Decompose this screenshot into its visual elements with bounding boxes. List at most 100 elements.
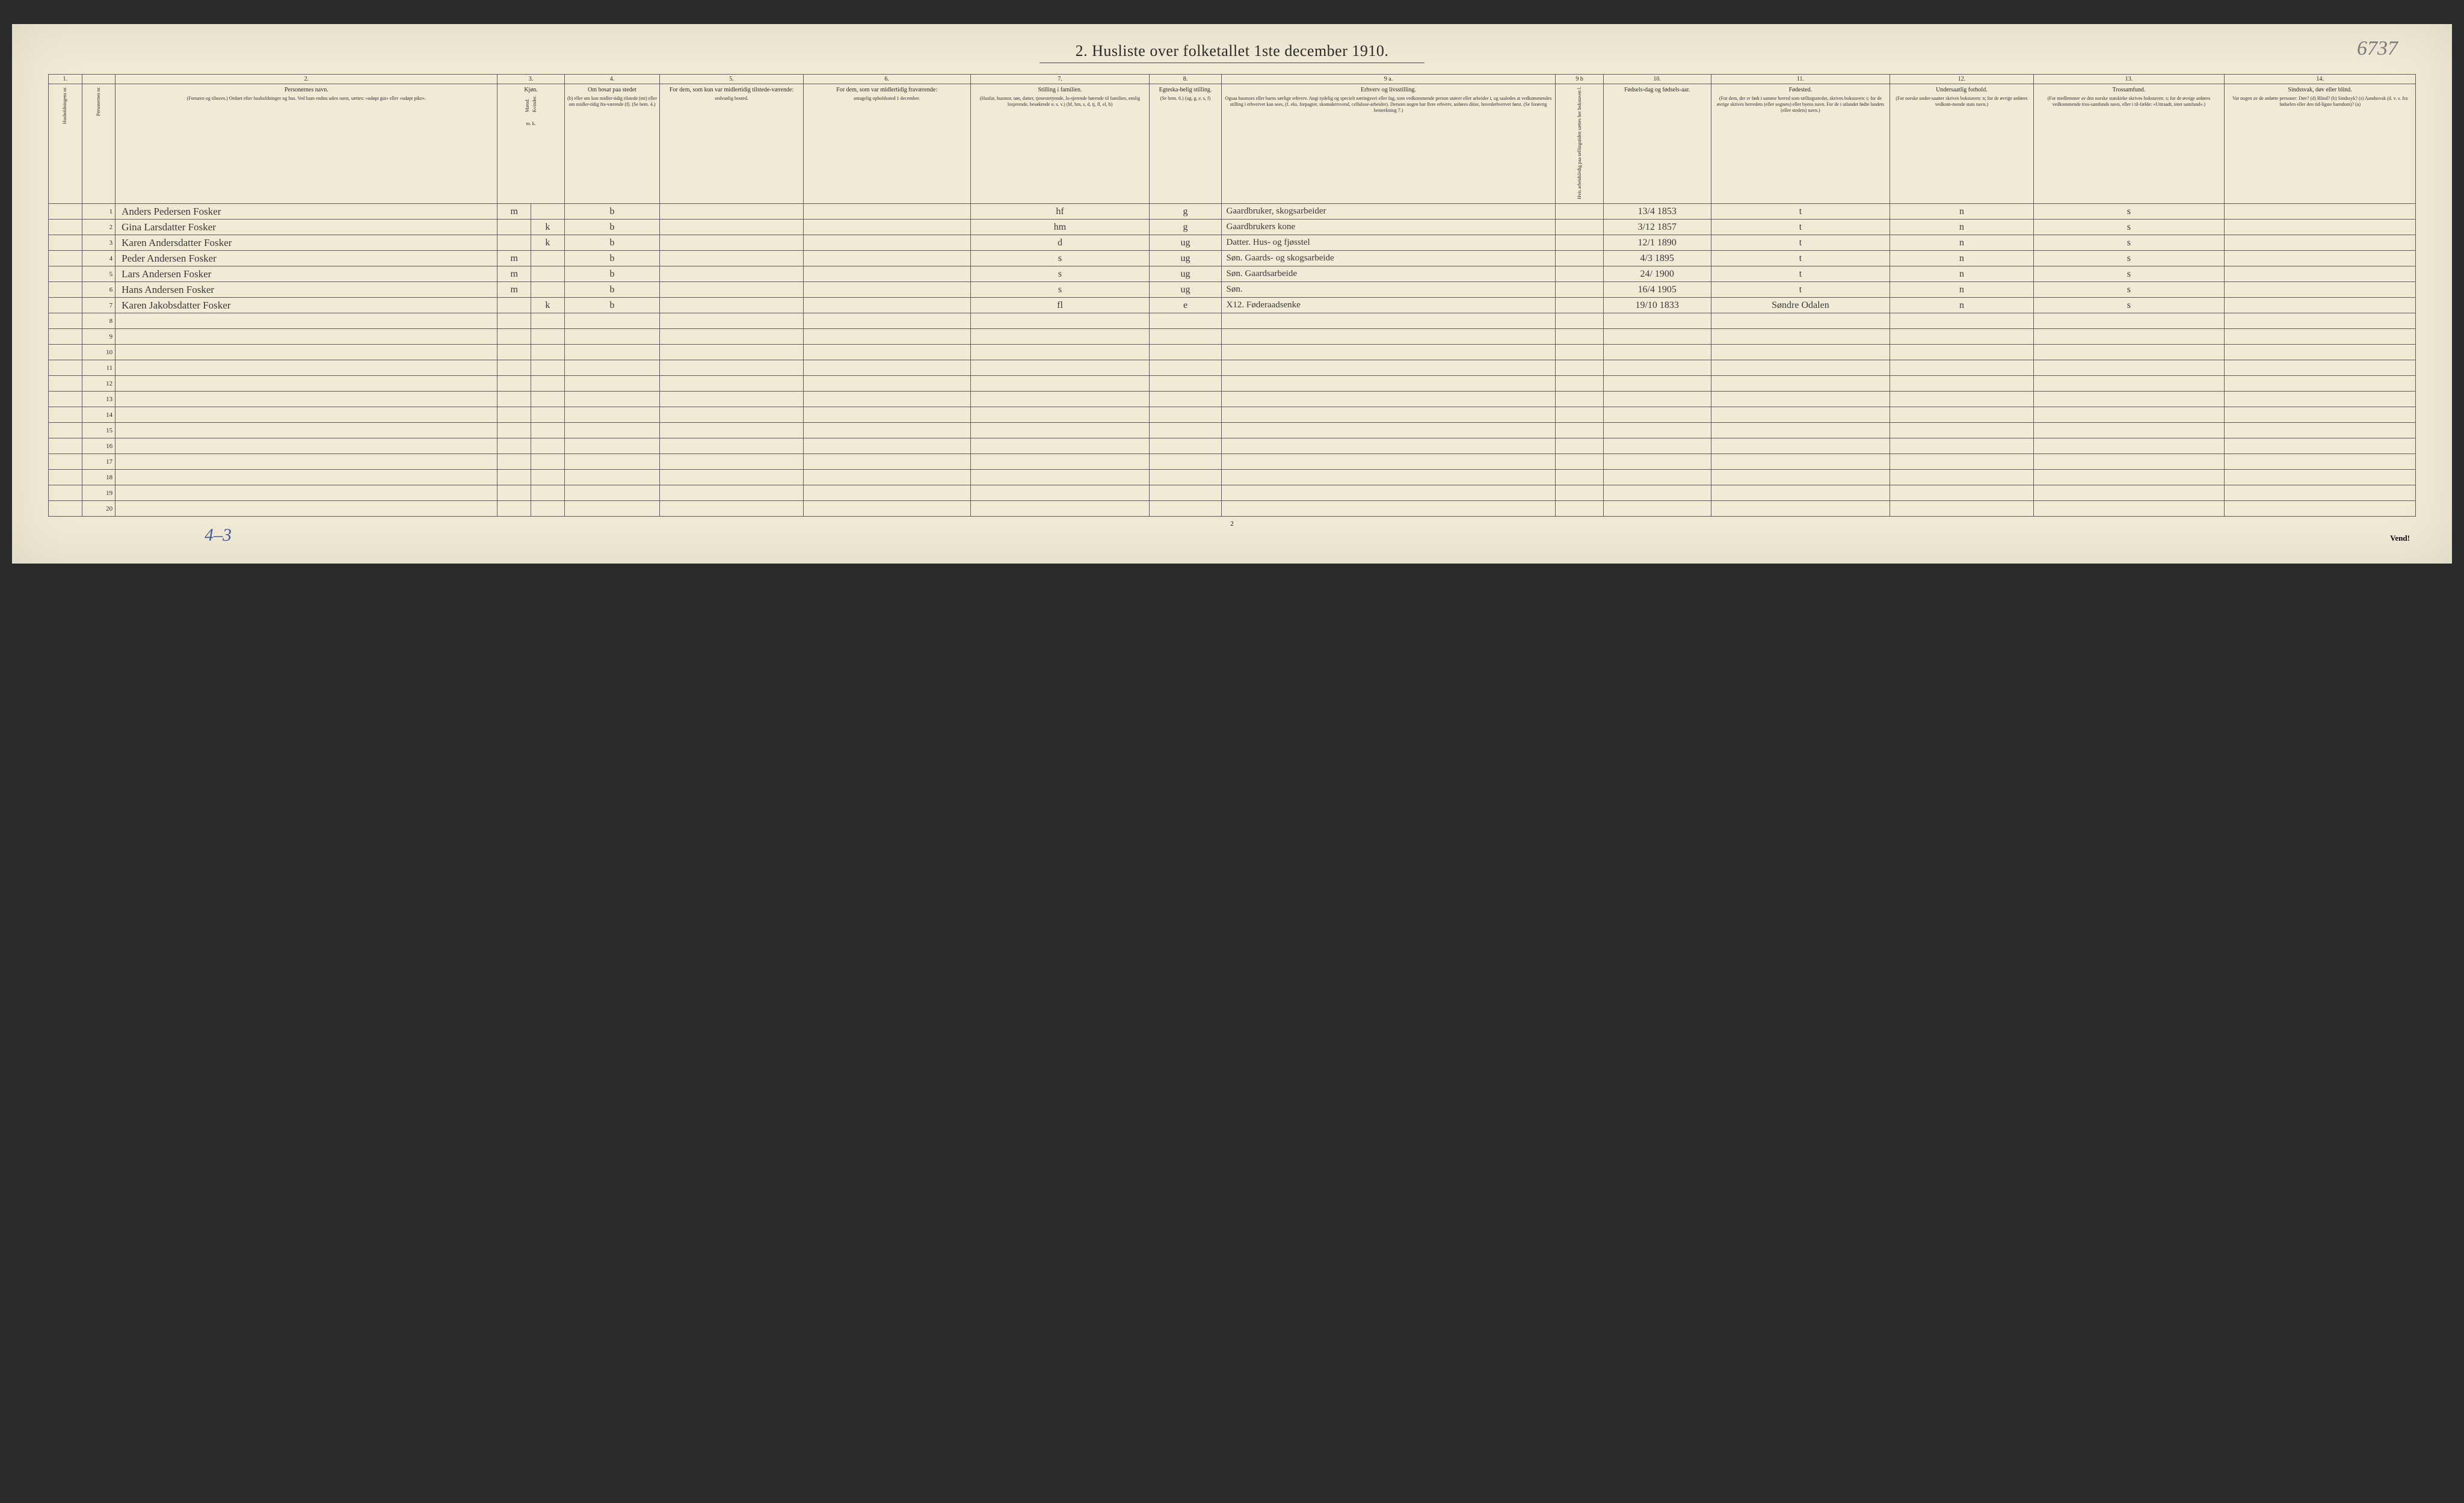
empty-cell (1556, 376, 1603, 392)
empty-cell (116, 313, 497, 329)
empty-cell (497, 360, 531, 376)
vend-label: Vend! (2390, 533, 2410, 543)
empty-cell (564, 329, 660, 345)
citizenship-cell: n (1890, 220, 2033, 235)
sex-k-cell: k (531, 235, 565, 251)
empty-cell (2225, 345, 2416, 360)
empty-cell (970, 438, 1150, 454)
empty-cell (1221, 407, 1556, 423)
temp-absent-cell (803, 251, 970, 266)
empty-cell (2225, 313, 2416, 329)
empty-cell (970, 501, 1150, 517)
empty-cell (1711, 407, 1890, 423)
temp-absent-cell (803, 204, 970, 220)
empty-cell (1603, 360, 1711, 376)
person-no-cell: 9 (82, 329, 116, 345)
empty-cell (497, 376, 531, 392)
citizenship-cell: n (1890, 204, 2033, 220)
residence-cell: b (564, 266, 660, 282)
empty-cell (1890, 407, 2033, 423)
empty-cell (1711, 345, 1890, 360)
person-no-cell: 3 (82, 235, 116, 251)
person-no-cell: 8 (82, 313, 116, 329)
person-no-cell: 15 (82, 423, 116, 438)
header-birthdate: Fødsels-dag og fødsels-aar. (1603, 84, 1711, 204)
empty-cell (564, 407, 660, 423)
empty-cell (497, 470, 531, 485)
birthdate-cell: 16/4 1905 (1603, 282, 1711, 298)
page-footer-number: 2 (48, 520, 2416, 527)
empty-cell (1221, 501, 1556, 517)
empty-cell (2225, 376, 2416, 392)
birthplace-cell: t (1711, 235, 1890, 251)
empty-cell (2033, 501, 2225, 517)
empty-cell (1221, 376, 1556, 392)
occupation-cell: Datter. Hus- og fjøsstel (1221, 235, 1556, 251)
empty-cell (660, 376, 803, 392)
sex-m-cell (497, 220, 531, 235)
empty-cell (1890, 454, 2033, 470)
empty-cell (1221, 454, 1556, 470)
table-row-empty: 9 (49, 329, 2416, 345)
table-row-empty: 20 (49, 501, 2416, 517)
birthdate-cell: 24/ 1900 (1603, 266, 1711, 282)
name-cell: Lars Andersen Fosker (116, 266, 497, 282)
empty-cell (803, 345, 970, 360)
empty-cell (1150, 407, 1221, 423)
residence-cell: b (564, 298, 660, 313)
disability-cell (2225, 235, 2416, 251)
colnum-5: 5. (660, 75, 803, 84)
table-row: 3Karen Andersdatter FoskerkbdugDatter. H… (49, 235, 2416, 251)
empty-cell (564, 454, 660, 470)
colnum-14: 14. (2225, 75, 2416, 84)
birthdate-cell: 12/1 1890 (1603, 235, 1711, 251)
temp-absent-cell (803, 298, 970, 313)
temp-present-cell (660, 298, 803, 313)
table-row: 4Peder Andersen FoskermbsugSøn. Gaards- … (49, 251, 2416, 266)
household-no-cell (49, 407, 82, 423)
empty-cell (970, 470, 1150, 485)
empty-cell (497, 313, 531, 329)
empty-cell (531, 470, 565, 485)
table-row-empty: 10 (49, 345, 2416, 360)
birthplace-cell: t (1711, 282, 1890, 298)
empty-cell (116, 501, 497, 517)
household-no-cell (49, 329, 82, 345)
sex-k-cell (531, 282, 565, 298)
name-cell: Gina Larsdatter Fosker (116, 220, 497, 235)
unemployed-cell (1556, 235, 1603, 251)
empty-cell (564, 345, 660, 360)
household-no-cell (49, 345, 82, 360)
temp-absent-cell (803, 235, 970, 251)
annotation-top-right: 6737 (2357, 37, 2398, 60)
empty-cell (2225, 392, 2416, 407)
marital-cell: g (1150, 220, 1221, 235)
empty-cell (1150, 454, 1221, 470)
empty-cell (531, 454, 565, 470)
marital-cell: e (1150, 298, 1221, 313)
empty-cell (1890, 501, 2033, 517)
empty-cell (1221, 313, 1556, 329)
colnum-8: 8. (1150, 75, 1221, 84)
religion-cell: s (2033, 298, 2225, 313)
citizenship-cell: n (1890, 282, 2033, 298)
empty-cell (564, 313, 660, 329)
empty-cell (2033, 407, 2225, 423)
table-row: 5Lars Andersen FoskermbsugSøn. Gaardsarb… (49, 266, 2416, 282)
occupation-cell: Søn. Gaardsarbeide (1221, 266, 1556, 282)
empty-cell (1890, 438, 2033, 454)
header-residence: Om bosat paa stedet (b) eller om kun mid… (564, 84, 660, 204)
table-row: 6Hans Andersen FoskermbsugSøn.16/4 1905t… (49, 282, 2416, 298)
empty-cell (2033, 438, 2225, 454)
citizenship-cell: n (1890, 235, 2033, 251)
disability-cell (2225, 251, 2416, 266)
empty-cell (1603, 485, 1711, 501)
empty-cell (1150, 438, 1221, 454)
name-cell: Karen Jakobsdatter Fosker (116, 298, 497, 313)
empty-cell (564, 470, 660, 485)
marital-cell: ug (1150, 251, 1221, 266)
header-birthplace: Fødested. (For dem, der er født i samme … (1711, 84, 1890, 204)
household-no-cell (49, 282, 82, 298)
household-no-cell (49, 251, 82, 266)
empty-cell (970, 376, 1150, 392)
